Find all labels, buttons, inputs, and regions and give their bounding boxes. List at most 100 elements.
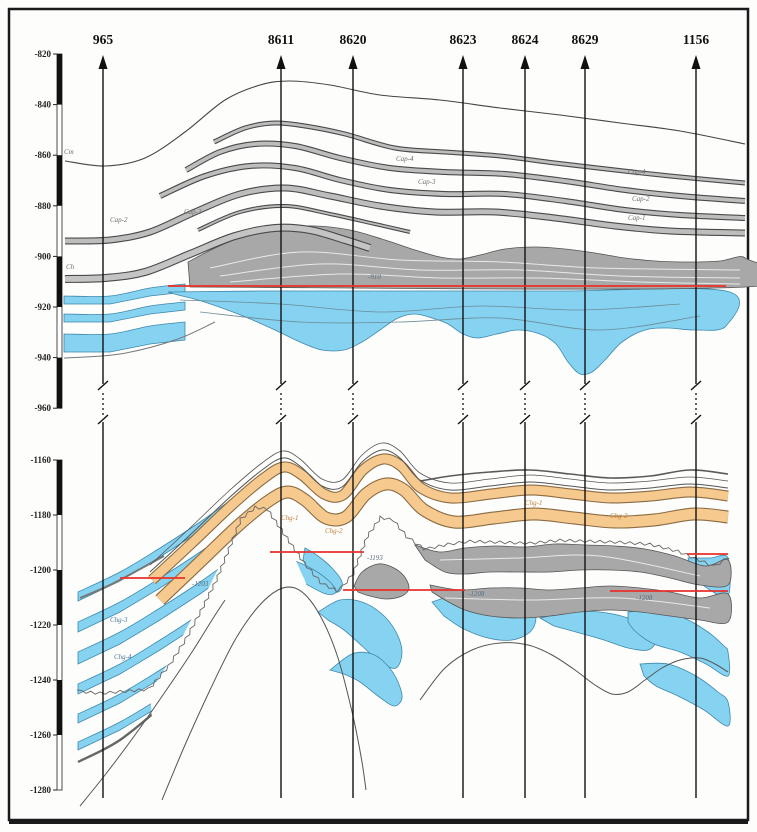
well-break-tick	[690, 380, 702, 391]
well-break-tick2	[97, 414, 109, 425]
chg2-band	[156, 478, 729, 604]
upper-shale-texture	[229, 273, 741, 285]
layer-label: Chg-2	[610, 512, 628, 520]
well-break-tick	[457, 380, 469, 391]
well-arrowhead	[691, 55, 701, 69]
contact-depth-label: -1208	[468, 590, 485, 598]
fold-envelope-2	[149, 442, 729, 566]
upper-aquifer-body	[167, 288, 740, 376]
cap2-band	[159, 163, 746, 220]
lower-left-gray-line	[79, 555, 165, 599]
layer-label: Chg-1	[525, 499, 543, 507]
contact-depth-label: -1203	[192, 580, 209, 588]
well-number: 8629	[572, 32, 599, 47]
layer-label: Cap-4	[628, 168, 646, 176]
center-blue-band	[317, 598, 403, 669]
well-number: 8620	[340, 32, 367, 47]
basement-dome-mask	[150, 505, 315, 800]
depth-scale-upper-label: -840	[35, 100, 52, 110]
upper-left-thin-line	[63, 321, 216, 359]
well-number: 8623	[450, 32, 477, 47]
depth-scale-lower-bar-seg	[57, 460, 62, 515]
cap-minor-band	[197, 205, 411, 233]
upper-aquifer-interbed	[179, 299, 681, 313]
layer-label: Cap-2	[110, 216, 128, 224]
depth-scale-upper-bar-seg	[57, 256, 62, 307]
contact-depth-label: -910	[368, 273, 381, 281]
depth-scale-lower-label: -1240	[30, 675, 51, 685]
depth-scale-lower-label: -1260	[30, 730, 51, 740]
well-break-tick2	[579, 414, 591, 425]
lower-gray-texture	[444, 597, 711, 609]
well-break-tick	[519, 380, 531, 391]
depth-scale-lower-label: -1160	[30, 455, 51, 465]
layer-label: Cm	[64, 148, 74, 156]
well-number: 8611	[268, 32, 295, 47]
well-break-tick	[579, 380, 591, 391]
upper-aquifer-interbed	[199, 311, 701, 331]
well-number: 965	[93, 32, 114, 47]
layer-label: Cap-4	[396, 155, 414, 163]
upper-left-aquifer-strip	[63, 301, 186, 323]
layer-label: Chg-2	[325, 527, 343, 535]
well-break-tick2	[275, 414, 287, 425]
well-arrowhead	[98, 55, 108, 69]
well-break-tick2	[519, 414, 531, 425]
well-arrowhead	[458, 55, 468, 69]
depth-scale-lower-label: -1200	[30, 565, 51, 575]
basement-dome-outline	[161, 586, 367, 801]
well-break-tick	[97, 380, 109, 391]
upper-top-horizon	[64, 80, 746, 167]
lower-gray-band-a	[414, 543, 732, 588]
depth-scale-upper-label: -920	[35, 302, 52, 312]
well-break-tick2	[690, 414, 702, 425]
layer-label: Chg-3	[110, 616, 128, 624]
depth-scale-lower-bar-seg	[57, 680, 62, 735]
well-arrowhead	[348, 55, 358, 69]
well-arrowhead	[580, 55, 590, 69]
layer-label: Cap-1	[628, 214, 646, 222]
depth-scale-upper-bar-seg	[57, 357, 62, 409]
layer-label: Cap-3	[418, 178, 436, 186]
ch-band	[64, 224, 371, 282]
well-break-tick2	[457, 414, 469, 425]
well-arrowhead	[520, 55, 530, 69]
depth-scale-lower-label: -1280	[30, 785, 51, 795]
well-number: 1156	[683, 32, 710, 47]
upper-thin-band-right	[414, 469, 729, 483]
depth-scale-upper-bar	[56, 53, 63, 409]
upper-shale-texture	[219, 263, 741, 279]
layer-label: Cap-2	[632, 195, 650, 203]
layer-label: Cap-3	[184, 208, 202, 216]
contact-depth-label: -1193	[367, 554, 383, 562]
cap4-band	[213, 121, 746, 185]
depth-scale-lower-bar-seg	[57, 570, 62, 625]
depth-scale-lower-label: -1180	[30, 510, 51, 520]
depth-scale-upper-label: -960	[35, 403, 52, 413]
center-blue-band2	[329, 651, 403, 707]
chg1-band	[149, 454, 729, 584]
cap3-band	[185, 141, 746, 203]
well-number: 8624	[512, 32, 539, 47]
depth-scale-upper-label: -900	[35, 251, 52, 261]
basement-flank-line	[79, 599, 226, 807]
fold-envelope-1	[149, 449, 729, 573]
layer-label: Ch	[66, 263, 75, 271]
well-break-tick2	[347, 414, 359, 425]
layer-label: Chg-4	[114, 653, 132, 661]
basement-right-outline	[419, 642, 729, 701]
well-arrowhead	[276, 55, 286, 69]
depth-scale-upper-bar-seg	[57, 155, 62, 206]
upper-left-aquifer-strip	[63, 321, 186, 353]
upper-shale-texture	[209, 251, 741, 271]
upper-left-aquifer-strip	[63, 283, 186, 305]
depth-scale-upper-label: -940	[35, 353, 52, 363]
depth-scale-upper-label: -860	[35, 150, 52, 160]
lower-gray-band-b	[429, 584, 732, 625]
depth-scale-upper-bar-seg	[57, 54, 62, 105]
right-blue-strip2	[639, 662, 731, 727]
depth-scale-upper-label: -880	[35, 201, 52, 211]
